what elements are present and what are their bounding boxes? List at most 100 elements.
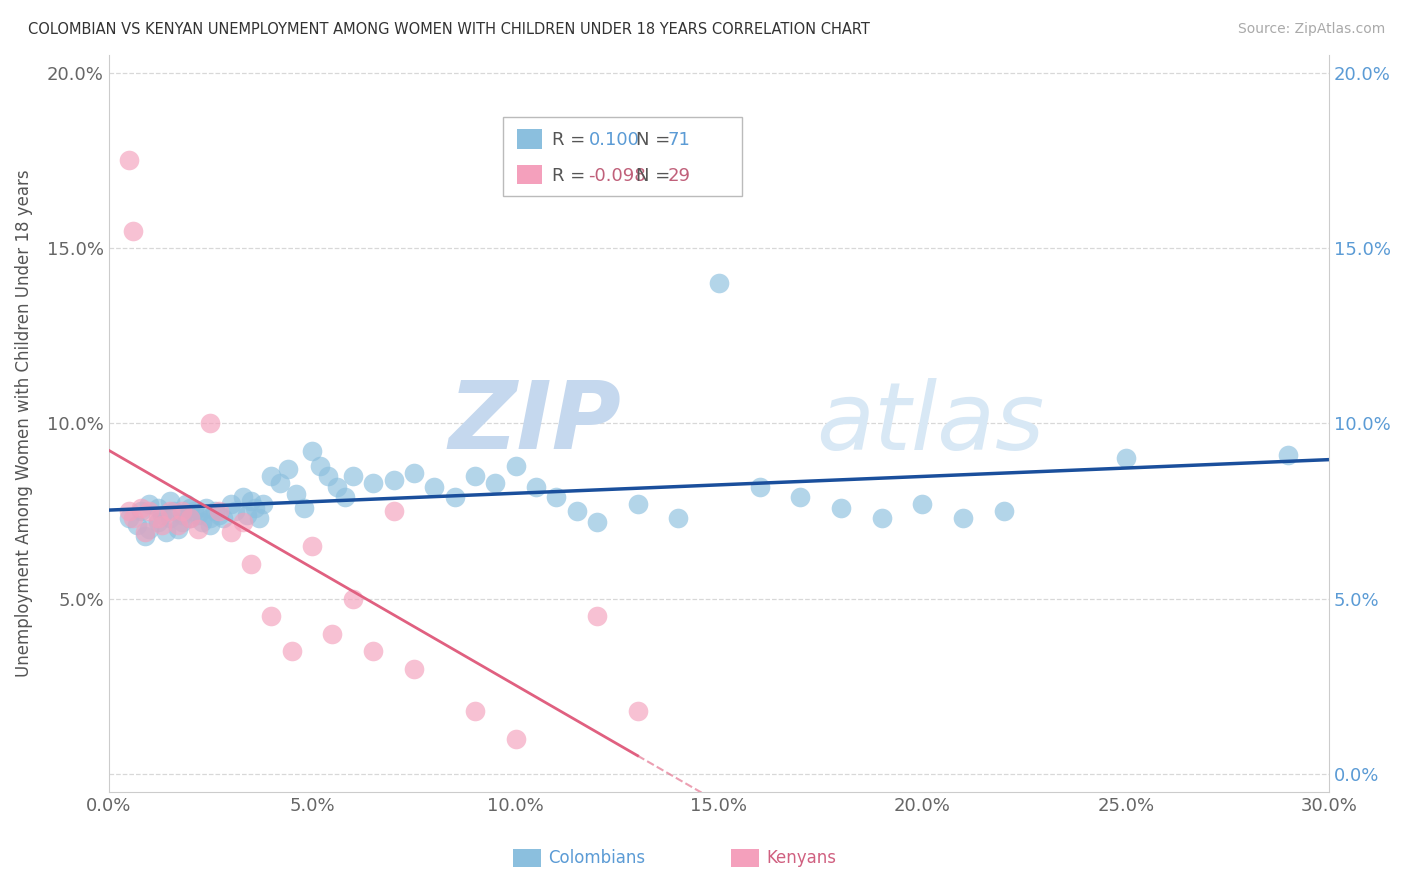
Point: [159, 493, 181, 508]
Point: [187, 508, 209, 522]
Point: [138, 504, 160, 518]
Point: [952, 511, 974, 525]
Point: [325, 479, 347, 493]
Point: [586, 515, 609, 529]
Point: [333, 490, 356, 504]
Point: [1115, 451, 1137, 466]
Point: [281, 644, 304, 658]
Point: [301, 539, 323, 553]
Point: [118, 511, 141, 525]
Text: R =: R =: [551, 131, 591, 149]
Point: [870, 511, 893, 525]
Point: [224, 504, 246, 518]
Point: [666, 511, 689, 525]
Point: [155, 525, 177, 540]
Point: [240, 493, 263, 508]
Point: [134, 525, 156, 540]
Point: [118, 504, 141, 518]
Point: [118, 153, 141, 168]
Point: [138, 522, 160, 536]
Point: [361, 476, 384, 491]
Point: [159, 511, 181, 525]
Point: [179, 500, 201, 515]
Point: [301, 444, 323, 458]
Point: [204, 504, 226, 518]
Point: [464, 704, 486, 718]
Point: [565, 504, 588, 518]
Point: [167, 518, 190, 533]
Point: [179, 511, 201, 525]
Point: [219, 497, 242, 511]
Point: [626, 704, 648, 718]
Point: [170, 515, 193, 529]
Point: [402, 466, 425, 480]
Y-axis label: Unemployment Among Women with Children Under 18 years: Unemployment Among Women with Children U…: [15, 169, 32, 677]
Point: [122, 511, 145, 525]
Point: [170, 508, 193, 522]
Point: [260, 609, 283, 624]
Point: [423, 479, 446, 493]
Point: [361, 644, 384, 658]
Point: [318, 469, 340, 483]
Point: [247, 511, 270, 525]
Point: [524, 479, 547, 493]
Point: [187, 522, 209, 536]
Point: [277, 462, 299, 476]
Point: [830, 500, 852, 515]
Point: [129, 504, 152, 518]
Point: [232, 490, 254, 504]
Point: [586, 609, 609, 624]
Point: [505, 732, 527, 747]
Text: N =: N =: [637, 131, 676, 149]
Text: 71: 71: [668, 131, 690, 149]
Text: R =: R =: [551, 167, 591, 185]
Text: -0.098: -0.098: [589, 167, 645, 185]
Point: [321, 627, 343, 641]
Point: [443, 490, 465, 504]
Point: [240, 557, 263, 571]
Point: [236, 508, 259, 522]
Point: [146, 515, 169, 529]
Point: [707, 276, 730, 290]
Point: [260, 469, 283, 483]
Point: [382, 504, 405, 518]
Text: Colombians: Colombians: [548, 849, 645, 867]
Point: [191, 515, 214, 529]
Point: [207, 504, 229, 518]
Point: [195, 500, 218, 515]
Point: [167, 522, 190, 536]
Point: [505, 458, 527, 473]
Point: [382, 473, 405, 487]
Point: [150, 518, 173, 533]
Point: [464, 469, 486, 483]
Point: [993, 504, 1015, 518]
Point: [200, 511, 222, 525]
Point: [245, 500, 267, 515]
Point: [284, 486, 307, 500]
Point: [183, 504, 205, 518]
Point: [342, 591, 364, 606]
Point: [269, 476, 291, 491]
Text: Kenyans: Kenyans: [766, 849, 837, 867]
Point: [219, 525, 242, 540]
Point: [402, 662, 425, 676]
Text: Source: ZipAtlas.com: Source: ZipAtlas.com: [1237, 22, 1385, 37]
Point: [789, 490, 811, 504]
Point: [546, 490, 568, 504]
Point: [146, 511, 169, 525]
Point: [138, 497, 160, 511]
Point: [179, 511, 201, 525]
Text: 29: 29: [668, 167, 690, 185]
Point: [748, 479, 770, 493]
Point: [150, 508, 173, 522]
Text: ZIP: ZIP: [449, 377, 621, 469]
Point: [252, 497, 274, 511]
Point: [211, 511, 233, 525]
Point: [134, 529, 156, 543]
Point: [146, 500, 169, 515]
Point: [626, 497, 648, 511]
Point: [1277, 448, 1299, 462]
Point: [170, 504, 193, 518]
Point: [174, 497, 197, 511]
Point: [127, 518, 149, 533]
